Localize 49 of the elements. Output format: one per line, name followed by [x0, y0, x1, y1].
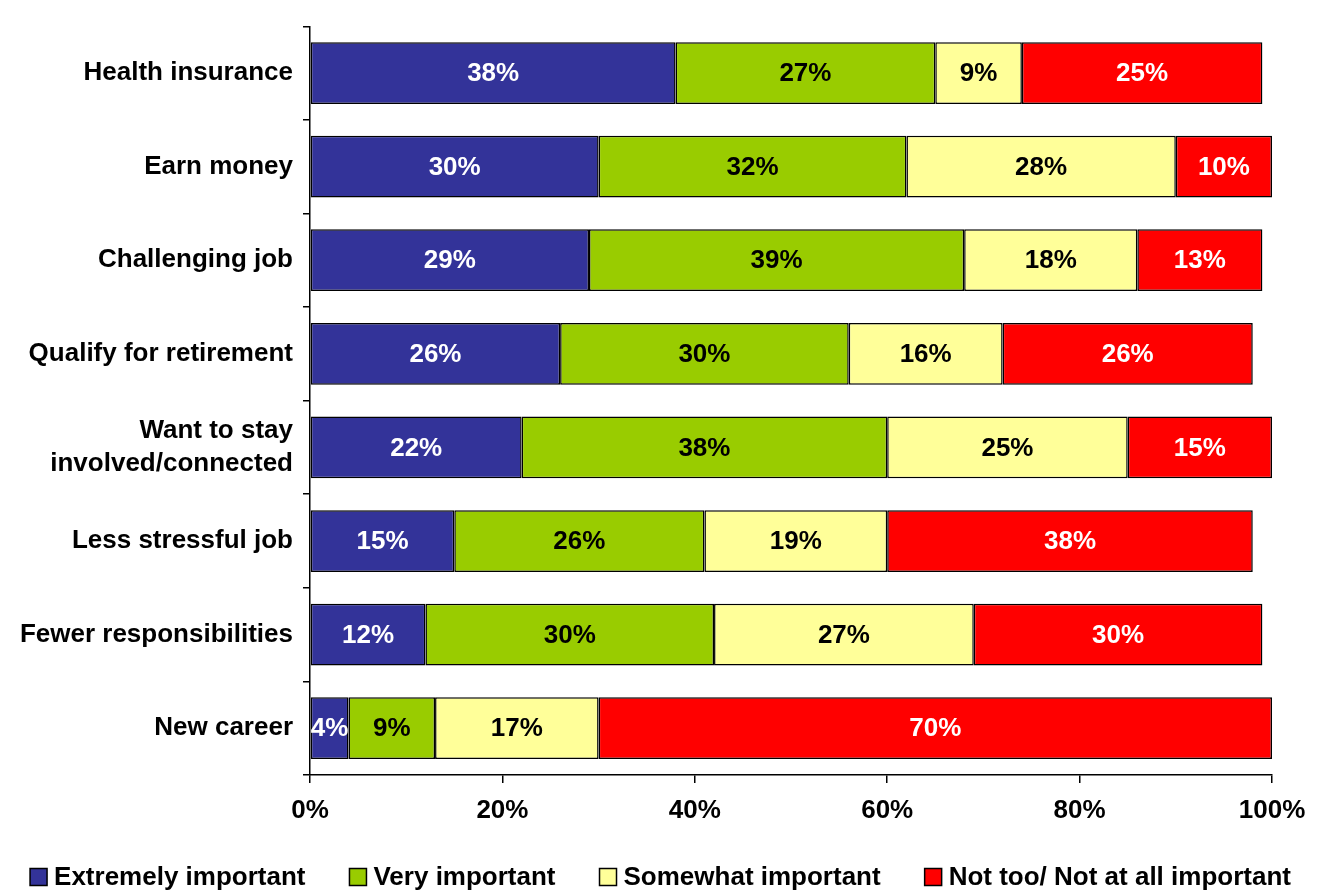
data-label: 13% — [1173, 244, 1226, 275]
data-label: 39% — [750, 244, 803, 275]
data-label: 15% — [1173, 431, 1226, 462]
data-label: 9% — [372, 712, 411, 743]
data-label: 12% — [342, 618, 395, 649]
data-label: 18% — [1024, 244, 1077, 275]
x-tick-label: 0% — [291, 793, 329, 824]
data-label: 19% — [769, 525, 822, 556]
data-label: 10% — [1197, 150, 1250, 181]
x-tick-label: 20% — [476, 793, 529, 824]
legend-label: Very important — [373, 861, 556, 892]
x-tick-label: 80% — [1053, 793, 1106, 824]
data-label: 25% — [981, 431, 1034, 462]
data-label: 30% — [428, 150, 481, 181]
data-label: 28% — [1015, 150, 1068, 181]
x-tick-label: 100% — [1238, 793, 1306, 824]
legend-label: Not too/ Not at all important — [948, 861, 1292, 892]
y-tick-label: Challenging job — [98, 243, 293, 274]
y-tick-label: Health insurance — [83, 56, 293, 87]
data-label: 70% — [909, 712, 962, 743]
data-label: 26% — [553, 525, 606, 556]
data-label: 38% — [1043, 525, 1096, 556]
y-tick-label: Earn money — [144, 149, 294, 180]
legend-label: Extremely important — [54, 861, 306, 892]
legend-label: Somewhat important — [623, 861, 881, 892]
data-label: 30% — [1092, 618, 1145, 649]
data-label: 38% — [678, 431, 731, 462]
y-tick-label: New career — [154, 711, 293, 742]
data-label: 15% — [356, 525, 409, 556]
data-label: 16% — [899, 338, 952, 368]
data-label: 29% — [423, 244, 476, 275]
data-label: 26% — [1101, 338, 1154, 368]
data-label: 32% — [726, 150, 779, 181]
x-tick-label: 40% — [668, 793, 721, 824]
data-label: 25% — [1116, 57, 1169, 88]
data-label: 9% — [959, 57, 998, 88]
y-tick-label: Fewer responsibilities — [19, 617, 293, 648]
x-tick-label: 60% — [861, 793, 914, 824]
data-label: 22% — [390, 431, 443, 462]
data-label: 30% — [543, 618, 596, 649]
data-label: 30% — [678, 338, 731, 368]
data-label: 27% — [779, 57, 832, 88]
y-tick-label: Less stressful job — [71, 524, 293, 555]
data-label: 17% — [490, 712, 543, 743]
y-tick-label: Qualify for retirement — [28, 337, 294, 367]
data-label: 26% — [409, 338, 462, 368]
data-label: 38% — [467, 57, 520, 88]
y-tick-label: Want to stay involved/connected — [50, 414, 294, 477]
data-label: 27% — [817, 618, 870, 649]
